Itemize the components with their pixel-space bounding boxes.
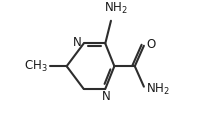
Text: NH$_2$: NH$_2$: [104, 1, 127, 16]
Text: NH$_2$: NH$_2$: [146, 82, 170, 97]
Text: CH$_3$: CH$_3$: [24, 59, 48, 74]
Text: N: N: [102, 90, 110, 103]
Text: O: O: [146, 38, 155, 51]
Text: N: N: [73, 36, 82, 49]
